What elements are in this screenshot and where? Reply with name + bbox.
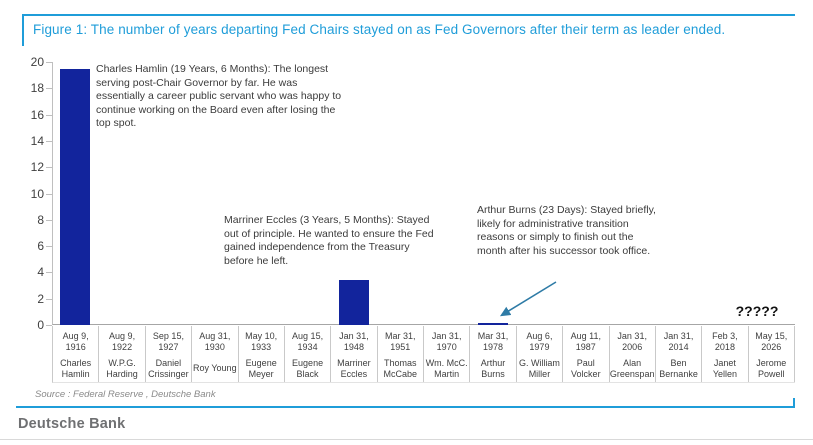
y-axis-tick-label: 12 <box>30 160 44 175</box>
x-axis-category: Aug 9, 1916 Charles Hamlin <box>53 326 100 382</box>
y-axis-tick-label: 18 <box>30 81 44 96</box>
x-axis-category: Aug 15, 1934 Eugene Black <box>285 326 332 382</box>
y-axis-tick-mark <box>46 272 52 274</box>
category-date: Jan 31, 1970 <box>431 331 462 352</box>
category-date: Mar 31, 1978 <box>477 331 509 352</box>
x-axis-category: Mar 31, 1951 Thomas McCabe <box>378 326 424 382</box>
x-axis-category: May 15, 2026 Jerome Powell <box>749 326 795 382</box>
category-name: Eugene Black <box>292 358 324 379</box>
y-axis-tick-label: 4 <box>37 265 44 280</box>
category-date: Aug 15, 1934 <box>292 331 324 352</box>
y-axis-tick-label: 20 <box>30 55 44 69</box>
category-name: W.P.G. Harding <box>106 358 138 379</box>
bottom-divider <box>0 439 813 440</box>
category-name: Marriner Eccles <box>337 358 371 379</box>
category-date: Jan 31, 2014 <box>663 331 694 352</box>
y-axis-tick-label: 14 <box>30 133 44 148</box>
figure-title: Figure 1: The number of years departing … <box>33 22 726 37</box>
source-note: Source : Federal Reserve , Deutsche Bank <box>35 389 216 400</box>
category-name: Ben Bernanke <box>659 358 698 379</box>
bottom-rule <box>16 406 795 408</box>
category-name: Charles Hamlin <box>60 358 92 379</box>
y-axis-tick-label: 10 <box>30 186 44 201</box>
unknown-value-label: ????? <box>735 303 779 319</box>
y-axis-tick-label: 8 <box>37 212 44 227</box>
category-date: Aug 9, 1916 <box>62 331 89 352</box>
y-axis-tick-mark <box>46 88 52 90</box>
category-date: Aug 6, 1979 <box>526 331 553 352</box>
plot-area <box>52 62 795 325</box>
category-date: Aug 31, 1930 <box>199 331 231 352</box>
x-axis-category: Jan 31, 2006 Alan Greenspan <box>610 326 656 382</box>
category-date: Aug 9, 1922 <box>109 331 136 352</box>
x-axis-category: Jan 31, 1970 Wm. McC. Martin <box>424 326 471 382</box>
category-date: Feb 3, 2018 <box>712 331 738 352</box>
y-axis-tick-label: 16 <box>30 107 44 122</box>
category-date: May 15, 2026 <box>755 331 788 352</box>
category-name: Daniel Crissinger <box>148 358 189 379</box>
x-axis-category: Aug 31, 1930 Roy Young <box>192 326 239 382</box>
category-date: Sep 15, 1927 <box>152 331 184 352</box>
bar-arthur-burns <box>478 323 509 325</box>
bottom-rule-tick <box>793 398 795 408</box>
x-axis-category: Aug 11, 1987 Paul Volcker <box>563 326 610 382</box>
annotation-eccles: Marriner Eccles (3 Years, 5 Months): Sta… <box>224 214 434 267</box>
y-axis-tick-mark <box>46 298 52 300</box>
y-axis-tick-label: 2 <box>37 291 44 306</box>
category-name: Alan Greenspan <box>609 358 655 379</box>
y-axis-tick-label: 0 <box>37 318 44 332</box>
y-axis-tick-mark <box>46 167 52 169</box>
x-axis-category: Aug 6, 1979 G. William Miller <box>517 326 564 382</box>
category-name: Paul Volcker <box>571 358 601 379</box>
x-axis-category: Jan 31, 2014 Ben Bernanke <box>656 326 703 382</box>
category-date: Mar 31, 1951 <box>385 331 416 352</box>
y-axis-tick-mark <box>46 62 52 63</box>
annotation-burns: Arthur Burns (23 Days): Stayed briefly, … <box>477 204 656 257</box>
category-date: Jan 31, 2006 <box>617 331 647 352</box>
category-name: G. William Miller <box>518 358 560 379</box>
category-date: Jan 31, 1948 <box>339 331 369 352</box>
category-name: Janet Yellen <box>712 358 738 379</box>
category-name: Jerome Powell <box>756 358 787 379</box>
category-name: Thomas McCabe <box>383 358 418 379</box>
x-axis-category: May 10, 1933 Eugene Meyer <box>239 326 285 382</box>
y-axis-tick-mark <box>46 193 52 195</box>
x-axis-category: Feb 3, 2018 Janet Yellen <box>702 326 749 382</box>
category-date: May 10, 1933 <box>245 331 278 352</box>
x-axis: Aug 9, 1916 Charles Hamlin Aug 9, 1922 W.P.… <box>52 326 795 383</box>
x-axis-category: Aug 9, 1922 W.P.G. Harding <box>99 326 146 382</box>
x-axis-category: Jan 31, 1948 Marriner Eccles <box>331 326 378 382</box>
y-axis-tick-mark <box>46 140 52 142</box>
x-axis-category: Sep 15, 1927 Daniel Crissinger <box>146 326 193 382</box>
y-axis-tick-mark <box>46 246 52 248</box>
annotation-hamlin: Charles Hamlin (19 Years, 6 Months): The… <box>96 63 342 129</box>
category-date: Aug 11, 1987 <box>570 331 601 352</box>
bar-marriner-eccles <box>338 280 369 325</box>
category-name: Arthur Burns <box>480 358 506 379</box>
bar-charles-hamlin <box>60 68 91 325</box>
category-name: Roy Young <box>193 363 237 374</box>
y-axis-tick-mark <box>46 325 52 326</box>
category-name: Eugene Meyer <box>245 358 277 379</box>
deutsche-bank-wordmark: Deutsche Bank <box>18 416 126 432</box>
category-name: Wm. McC. Martin <box>425 358 468 379</box>
y-axis-tick-mark <box>46 219 52 221</box>
figure-title-box: Figure 1: The number of years departing … <box>22 14 795 46</box>
y-axis-tick-label: 6 <box>37 239 44 254</box>
x-axis-category: Mar 31, 1978 Arthur Burns <box>470 326 517 382</box>
annotation-arrow-icon <box>499 281 557 317</box>
y-axis-tick-mark <box>46 114 52 116</box>
